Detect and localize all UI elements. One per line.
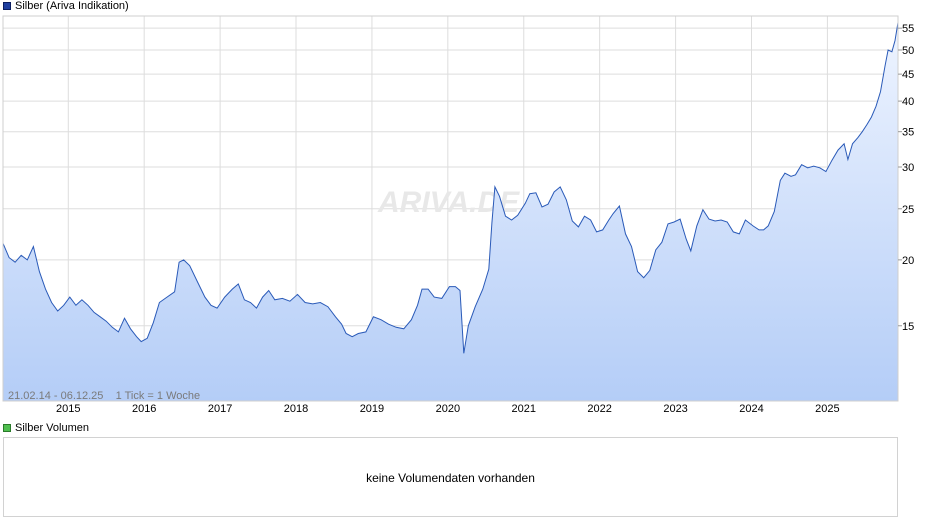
price-legend: Silber (Ariva Indikation) — [3, 0, 129, 12]
y-tick-label: 55 — [902, 23, 914, 35]
x-tick-label: 2015 — [56, 403, 80, 415]
x-tick-label: 2024 — [739, 403, 763, 415]
price-legend-swatch — [3, 2, 11, 10]
x-tick-label: 2016 — [132, 403, 156, 415]
y-tick-label: 15 — [902, 321, 914, 333]
y-tick-label: 25 — [902, 204, 914, 216]
y-tick-label: 30 — [902, 162, 914, 174]
volume-legend-label: Silber Volumen — [15, 422, 89, 434]
y-tick-label: 40 — [902, 96, 914, 108]
x-axis: 2015 2016 2017 2018 2019 2020 2021 2022 2023 2024… — [56, 403, 840, 415]
price-legend-label: Silber (Ariva Indikation) — [15, 0, 129, 12]
date-range-label: 21.02.14 - 06.12.25 1 Tick = 1 Woche — [8, 390, 200, 402]
x-tick-label: 2020 — [436, 403, 460, 415]
x-tick-label: 2022 — [587, 403, 611, 415]
y-axis: 15 20 25 30 35 40 45 50 55 — [898, 23, 914, 333]
y-tick-label: 20 — [902, 255, 914, 267]
x-tick-label: 2017 — [208, 403, 232, 415]
y-tick-label: 45 — [902, 69, 914, 81]
x-tick-label: 2021 — [512, 403, 536, 415]
y-tick-label: 35 — [902, 127, 914, 139]
volume-legend-swatch — [3, 424, 11, 432]
volume-panel: keine Volumendaten vorhanden — [3, 437, 898, 517]
x-tick-label: 2023 — [663, 403, 687, 415]
x-tick-label: 2018 — [284, 403, 308, 415]
y-tick-label: 50 — [902, 45, 914, 57]
price-line — [2, 22, 899, 354]
x-tick-label: 2025 — [815, 403, 839, 415]
x-tick-label: 2019 — [360, 403, 384, 415]
volume-legend: Silber Volumen — [3, 422, 89, 434]
price-area — [3, 22, 898, 402]
volume-empty-message: keine Volumendaten vorhanden — [366, 471, 535, 485]
